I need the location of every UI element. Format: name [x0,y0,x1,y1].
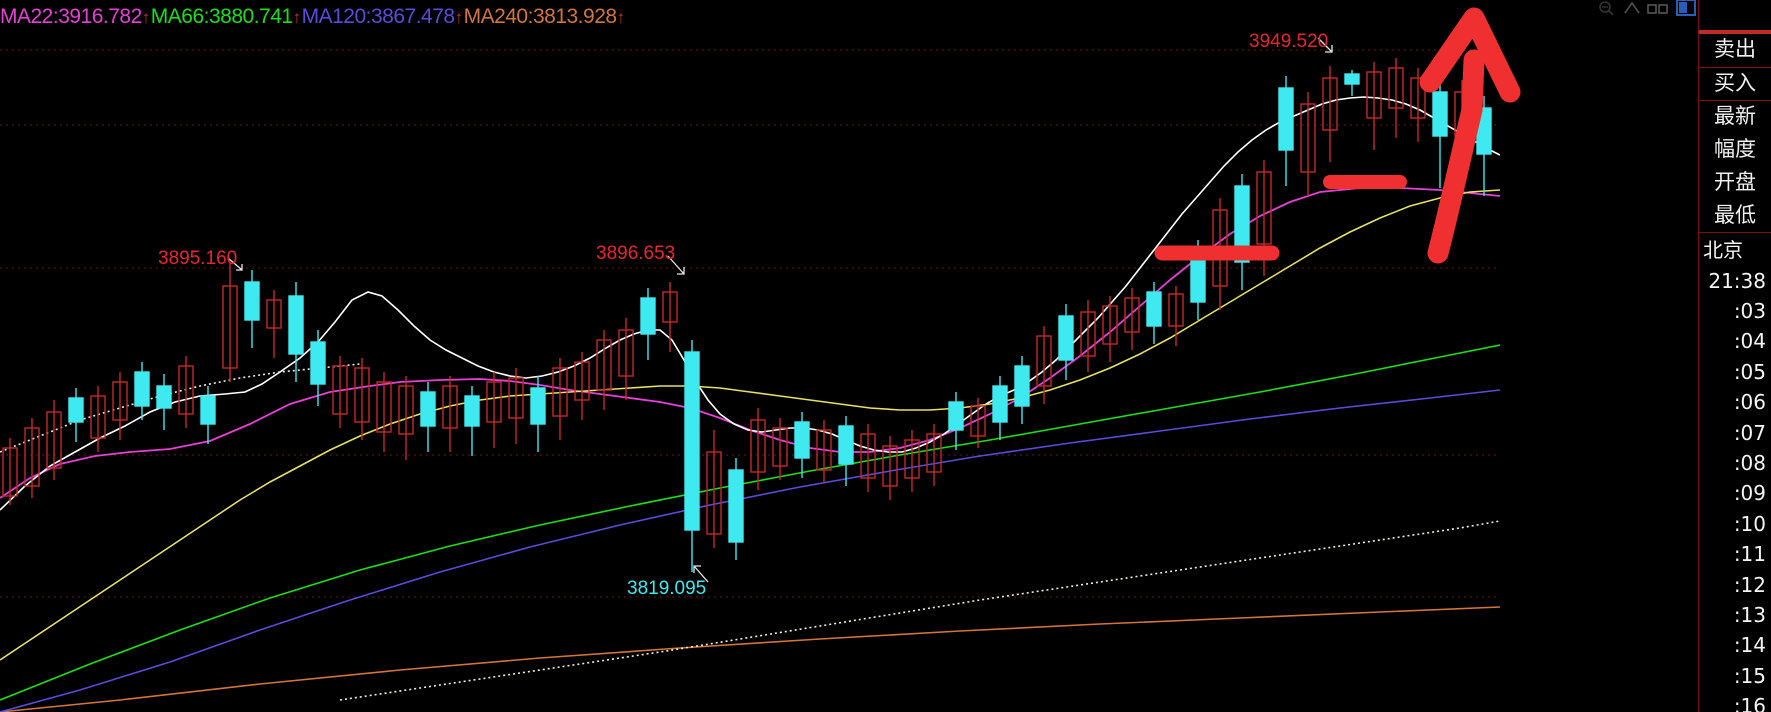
time-label-1: 21:38 [1708,268,1766,293]
time-label-5: :06 [1733,390,1766,415]
gridlines [0,49,1500,598]
ma-dotted-lower [339,520,1500,701]
zoom-out-icon[interactable] [1598,0,1615,21]
sidebar-divider-2 [1699,100,1771,102]
ma-arrow-1: ↑ [292,8,302,27]
sidebar-divider-1 [1699,66,1771,68]
price-annotation-high-right: 3949.520 [1249,31,1329,52]
ma-arrow-0: ↑ [141,8,151,27]
ma-value-3: 3813.928 [532,5,617,28]
latest-price-row[interactable]: 最新 [1714,104,1756,129]
window-controls[interactable] [1598,0,1696,20]
price-annotation-low-mid: 3819.095 [627,578,707,599]
maximize-icon[interactable] [1676,0,1696,21]
ma-arrow-3: ↑ [616,8,626,27]
time-label-10: :11 [1733,542,1766,567]
time-label-13: :14 [1733,633,1766,658]
time-label-4: :05 [1733,359,1766,384]
ma-label-0: MA22 [0,5,53,28]
price-annotation-high-left: 3895.160 [158,248,238,269]
time-label-6: :07 [1733,420,1766,445]
ma-indicator-2[interactable]: MA120:3867.478 ↑ [301,5,464,28]
ma-label-2: MA120 [301,5,367,28]
time-label-9: :10 [1733,511,1766,536]
time-label-12: :13 [1733,603,1766,627]
chart-svg [0,37,1500,712]
ma-value-0: 3916.782 [58,5,142,28]
time-label-15: :16 [1733,694,1766,712]
sell-button[interactable]: 卖出 [1714,37,1756,61]
ma-indicator-3[interactable]: MA240:3813.928 ↑ [463,5,626,28]
time-axis-list: 北京 21:38 :03 :04 :05 :06 :07 :08 :09 :10… [1699,233,1771,712]
time-label-7: :08 [1733,451,1766,476]
change-pct-row[interactable]: 幅度 [1714,137,1756,162]
time-label-0: 北京 [1703,238,1743,263]
sidebar-divider-3 [1699,232,1771,234]
ma-white-line [0,96,1500,511]
ma66-line [0,344,1500,701]
ma-indicator-1[interactable]: MA66:3880.741 ↑ [150,5,302,28]
ma-indicator-0[interactable]: MA22:3916.782 ↑ [0,5,151,28]
ma-dotted-upper [0,363,361,453]
ma-label-3: MA240 [463,5,529,28]
time-label-2: :03 [1733,299,1766,324]
low-price-row[interactable]: 最低 [1714,202,1756,227]
trade-sidebar: 卖出 买入 最新 幅度 开盘 最低 北京 21:38 :03 :04 :05 :… [1698,0,1771,712]
ma120-line [0,389,1500,712]
ma240-line [0,606,1500,712]
ma-value-1: 3880.741 [209,5,293,28]
ma-indicator-header: MA22:3916.782 ↑ MA66:3880.741 ↑ MA120:3867… [0,4,626,30]
restore-icon[interactable] [1647,1,1669,20]
time-label-14: :15 [1733,663,1766,688]
ma-arrow-2: ↑ [454,8,464,27]
ma-value-2: 3867.478 [370,5,455,28]
time-label-3: :04 [1733,329,1766,354]
time-label-11: :12 [1733,572,1766,597]
resize-icon[interactable] [1622,0,1640,21]
price-annotation-high-mid: 3896.653 [596,243,676,264]
buy-button[interactable]: 买入 [1714,70,1756,95]
candlestick-chart[interactable] [0,0,1500,712]
annotation-pointers [227,37,1333,583]
candle-series [2,58,1492,572]
ma-yellow-line [0,189,1500,661]
sidebar-divider-top [1699,30,1771,34]
open-price-row[interactable]: 开盘 [1714,169,1756,194]
time-label-8: :09 [1733,481,1766,506]
ma-label-1: MA66 [150,5,204,28]
